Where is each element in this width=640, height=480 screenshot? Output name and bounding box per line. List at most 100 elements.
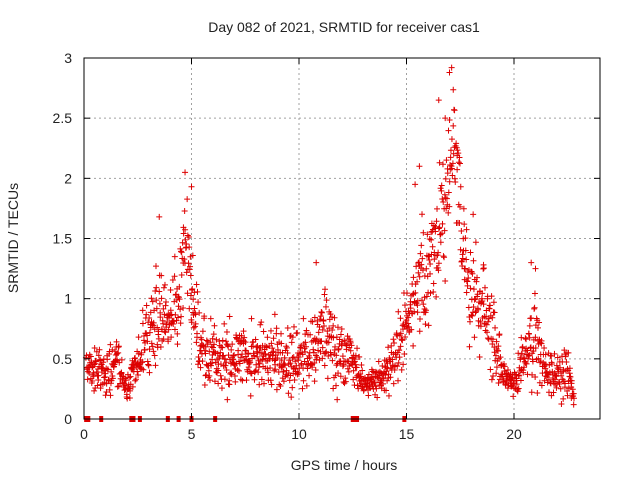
data-point <box>398 336 405 343</box>
data-point <box>268 340 275 347</box>
data-point <box>144 338 151 345</box>
data-point <box>273 386 280 393</box>
data-point <box>437 231 444 238</box>
data-point <box>183 269 190 276</box>
data-point <box>161 328 168 335</box>
data-point <box>427 270 434 277</box>
data-point <box>161 311 168 318</box>
data-point <box>354 345 361 352</box>
data-point <box>541 377 548 384</box>
data-point <box>472 239 479 246</box>
data-point <box>258 319 265 326</box>
data-point <box>222 338 229 345</box>
data-point <box>435 97 442 104</box>
data-point <box>115 344 122 351</box>
data-point <box>473 278 480 285</box>
data-point <box>358 361 365 368</box>
data-point <box>179 239 186 246</box>
data-point <box>95 372 102 379</box>
data-point <box>547 379 554 386</box>
data-point <box>132 376 139 383</box>
data-point <box>560 395 567 402</box>
data-point <box>342 378 349 385</box>
y-tick-label: 0 <box>64 411 72 427</box>
data-point <box>223 328 230 335</box>
data-point <box>571 395 578 402</box>
data-point <box>467 285 474 292</box>
data-point <box>548 392 555 399</box>
data-point <box>319 355 326 362</box>
data-point <box>371 379 378 386</box>
data-point <box>219 353 226 360</box>
data-point <box>178 249 185 256</box>
data-point <box>423 265 430 272</box>
data-point <box>235 367 242 374</box>
data-point <box>181 207 188 214</box>
data-point <box>258 376 265 383</box>
data-point <box>152 263 159 270</box>
data-point <box>146 369 153 376</box>
data-point <box>390 336 397 343</box>
data-point <box>109 375 116 382</box>
data-point <box>303 327 310 334</box>
data-point <box>515 385 522 392</box>
data-point <box>523 360 530 367</box>
data-point <box>462 265 469 272</box>
data-point <box>319 344 326 351</box>
data-point <box>166 315 172 322</box>
data-point <box>536 319 543 326</box>
data-point <box>187 272 194 279</box>
y-axis-label: SRMTID / TECUs <box>5 183 21 293</box>
data-point <box>211 322 218 329</box>
data-point <box>251 352 258 359</box>
data-point <box>557 385 564 392</box>
data-point <box>419 211 426 218</box>
data-point <box>228 346 235 353</box>
data-point <box>281 354 288 361</box>
data-point <box>217 372 224 379</box>
data-point <box>115 349 122 356</box>
data-point <box>419 267 426 274</box>
data-point <box>534 324 541 331</box>
data-point <box>156 288 163 295</box>
data-point <box>491 309 498 316</box>
data-point <box>177 245 184 252</box>
data-point <box>286 357 293 364</box>
data-point <box>112 356 119 363</box>
data-point <box>416 163 423 170</box>
data-point <box>139 320 146 327</box>
data-point <box>325 339 332 346</box>
data-point <box>215 367 222 374</box>
data-point <box>211 348 218 355</box>
data-point <box>405 320 412 327</box>
data-point <box>211 378 218 385</box>
data-point <box>412 289 419 296</box>
data-point <box>90 373 97 380</box>
data-point <box>490 372 497 379</box>
data-point <box>412 181 419 188</box>
data-point <box>150 319 157 326</box>
data-point <box>235 347 242 354</box>
data-point <box>171 326 178 333</box>
data-point <box>441 227 448 234</box>
data-point <box>248 315 255 322</box>
data-point <box>328 351 335 358</box>
data-point <box>532 373 539 380</box>
data-point <box>253 344 260 351</box>
data-point <box>515 350 522 357</box>
data-point <box>260 328 267 335</box>
data-point <box>410 342 417 349</box>
data-point <box>313 259 320 266</box>
data-point <box>292 366 299 373</box>
x-tick-label: 10 <box>291 426 307 442</box>
data-point <box>551 350 558 357</box>
data-point <box>219 344 226 351</box>
data-point <box>442 175 449 182</box>
data-point <box>121 387 128 394</box>
data-point <box>495 343 502 350</box>
data-point <box>483 321 490 328</box>
x-axis-label: GPS time / hours <box>291 457 398 473</box>
data-point <box>209 351 216 358</box>
data-point <box>146 346 153 353</box>
